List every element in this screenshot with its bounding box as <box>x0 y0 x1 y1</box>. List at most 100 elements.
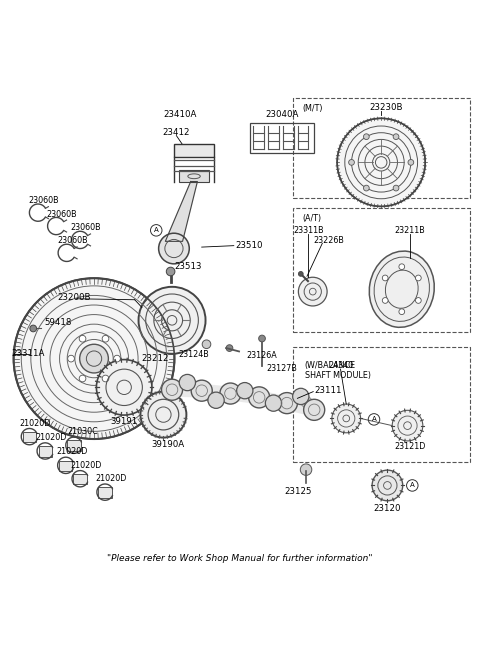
Text: 21030C: 21030C <box>68 427 98 436</box>
Circle shape <box>79 335 86 342</box>
FancyBboxPatch shape <box>174 143 214 157</box>
Circle shape <box>416 275 421 281</box>
Circle shape <box>348 160 354 165</box>
Text: 23127B: 23127B <box>267 364 298 373</box>
Circle shape <box>299 277 327 306</box>
Circle shape <box>30 325 36 332</box>
Text: 23200B: 23200B <box>57 293 91 302</box>
Polygon shape <box>167 380 192 392</box>
Text: 23211B: 23211B <box>395 227 425 235</box>
Circle shape <box>399 264 405 270</box>
Text: 23126A: 23126A <box>246 351 277 360</box>
Polygon shape <box>296 394 319 413</box>
Polygon shape <box>240 388 264 400</box>
Text: A: A <box>154 227 158 233</box>
Text: 21020D: 21020D <box>20 419 51 428</box>
Circle shape <box>416 297 421 303</box>
Text: 21020D: 21020D <box>56 447 87 457</box>
Circle shape <box>13 278 174 439</box>
Polygon shape <box>197 388 221 403</box>
Circle shape <box>337 119 425 206</box>
Circle shape <box>68 355 74 362</box>
Circle shape <box>393 134 399 140</box>
Text: 39190A: 39190A <box>152 440 185 449</box>
Circle shape <box>80 345 108 373</box>
Circle shape <box>158 233 189 264</box>
Circle shape <box>392 410 423 441</box>
Text: 23121D: 23121D <box>394 441 426 451</box>
Text: 23226B: 23226B <box>313 236 344 245</box>
Circle shape <box>399 309 405 314</box>
Text: 23060B: 23060B <box>57 236 88 246</box>
Polygon shape <box>182 380 206 394</box>
Text: 23060B: 23060B <box>71 223 101 233</box>
FancyBboxPatch shape <box>23 432 36 442</box>
Text: 24340: 24340 <box>328 362 353 370</box>
Circle shape <box>237 383 253 399</box>
Circle shape <box>166 267 175 276</box>
Circle shape <box>179 375 195 390</box>
Circle shape <box>382 297 388 303</box>
Text: 23111: 23111 <box>314 386 342 395</box>
Circle shape <box>363 185 369 191</box>
Circle shape <box>249 387 270 408</box>
Ellipse shape <box>369 251 434 328</box>
Circle shape <box>141 392 186 438</box>
Text: (M/T): (M/T) <box>302 103 323 113</box>
Circle shape <box>304 400 324 421</box>
Text: 23410A: 23410A <box>164 110 197 119</box>
Text: 23060B: 23060B <box>47 210 77 219</box>
FancyBboxPatch shape <box>98 487 112 498</box>
Circle shape <box>276 392 298 414</box>
Text: 23230B: 23230B <box>369 103 403 112</box>
Circle shape <box>102 335 109 342</box>
Circle shape <box>161 379 182 400</box>
Text: 21020D: 21020D <box>36 433 67 442</box>
Polygon shape <box>165 181 197 241</box>
Text: 23510: 23510 <box>235 240 263 250</box>
FancyBboxPatch shape <box>38 446 52 457</box>
Circle shape <box>382 275 388 281</box>
Text: 23311B: 23311B <box>293 227 324 235</box>
Circle shape <box>202 340 211 348</box>
Text: 23311A: 23311A <box>11 349 45 358</box>
Circle shape <box>114 355 120 362</box>
Text: 23125: 23125 <box>285 487 312 496</box>
FancyBboxPatch shape <box>73 474 87 485</box>
Text: 59418: 59418 <box>45 318 72 328</box>
Text: 23120: 23120 <box>373 504 401 513</box>
FancyBboxPatch shape <box>59 460 72 471</box>
Text: (W/BALANCE
SHAFT MODULE): (W/BALANCE SHAFT MODULE) <box>305 361 371 381</box>
Circle shape <box>299 272 303 276</box>
Polygon shape <box>226 388 250 396</box>
Text: 23513: 23513 <box>174 262 202 271</box>
Polygon shape <box>211 390 235 403</box>
Circle shape <box>96 360 152 415</box>
Circle shape <box>408 160 414 165</box>
Circle shape <box>363 134 369 140</box>
Circle shape <box>265 395 282 411</box>
Circle shape <box>259 335 265 342</box>
Circle shape <box>332 404 360 433</box>
Polygon shape <box>282 394 306 406</box>
Circle shape <box>191 380 212 402</box>
Text: "Please refer to Work Shop Manual for further information": "Please refer to Work Shop Manual for fu… <box>107 554 373 563</box>
Polygon shape <box>254 394 278 406</box>
Text: 23212: 23212 <box>142 354 169 363</box>
Circle shape <box>139 287 205 354</box>
Text: A: A <box>372 417 376 422</box>
Circle shape <box>102 375 109 382</box>
Circle shape <box>293 388 309 405</box>
Circle shape <box>393 185 399 191</box>
Text: 23060B: 23060B <box>28 196 59 205</box>
Text: 21020D: 21020D <box>96 474 127 483</box>
Circle shape <box>220 383 241 404</box>
Text: 23040A: 23040A <box>265 110 299 119</box>
Polygon shape <box>269 400 292 406</box>
FancyBboxPatch shape <box>67 440 81 451</box>
Text: 23412: 23412 <box>163 128 190 137</box>
Text: (A/T): (A/T) <box>302 214 321 223</box>
Text: A: A <box>410 483 415 489</box>
Text: 23124B: 23124B <box>178 350 209 360</box>
Circle shape <box>300 464 312 476</box>
